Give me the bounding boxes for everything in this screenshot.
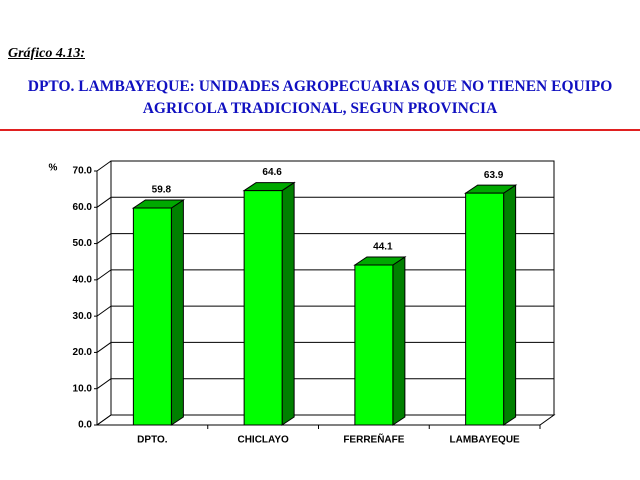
x-tick-label: LAMBAYEQUE	[450, 435, 521, 446]
grid-line	[96, 378, 112, 390]
bar-front	[354, 264, 394, 426]
bar	[463, 184, 518, 426]
y-tick-label: 30.0	[73, 311, 93, 322]
y-tick-label: 40.0	[73, 274, 93, 285]
grid-line	[96, 196, 112, 208]
y-tick-label: 20.0	[73, 347, 93, 358]
bar-front	[132, 207, 172, 426]
grid-line	[96, 160, 112, 172]
value-label: 44.1	[373, 242, 393, 253]
value-label: 63.9	[484, 170, 504, 181]
y-tick-label: 70.0	[73, 166, 93, 177]
value-label: 59.8	[152, 185, 172, 196]
bar-front	[243, 190, 283, 426]
bar-side	[392, 256, 406, 426]
grid-line	[96, 414, 112, 426]
value-label: 64.6	[262, 167, 282, 178]
divider	[0, 129, 640, 131]
grid-line	[96, 342, 112, 353]
bar-front	[465, 192, 505, 426]
bar-side	[503, 184, 517, 426]
grid-line	[96, 269, 112, 281]
x-tick-label: FERREÑAFE	[343, 433, 404, 446]
bar	[242, 181, 296, 426]
y-axis-label: %	[49, 163, 58, 174]
x-tick-label: DPTO.	[137, 435, 168, 446]
chart-title: DPTO. LAMBAYEQUE: UNIDADES AGROPECUARIAS…	[27, 78, 613, 117]
y-tick-label: 60.0	[73, 202, 93, 213]
bar	[353, 256, 407, 426]
x-tick-label: CHICLAYO	[237, 435, 289, 446]
bar	[131, 199, 186, 426]
bar-side	[170, 199, 184, 426]
bar-side	[281, 181, 295, 426]
grid-line	[96, 305, 112, 317]
y-tick-label: 50.0	[73, 238, 93, 249]
y-tick-label: 0.0	[78, 420, 92, 431]
figure-label: Gráfico 4.13:	[8, 46, 85, 61]
grid-line	[96, 233, 112, 244]
y-tick-label: 10.0	[73, 383, 93, 394]
